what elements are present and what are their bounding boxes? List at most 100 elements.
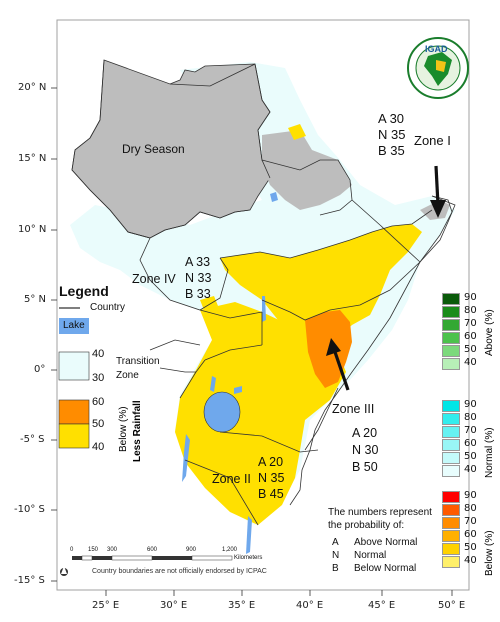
colorbar-above-cell bbox=[442, 332, 460, 344]
colorbar-below-value: 50 bbox=[464, 542, 477, 553]
zone-i-below: B 35 bbox=[378, 143, 405, 158]
dry-season-region-east bbox=[262, 130, 352, 210]
colorbar-normal-cell bbox=[442, 465, 460, 477]
footer-note: Country boundaries are not officially en… bbox=[92, 568, 267, 575]
colorbar-below-value: 40 bbox=[464, 555, 477, 566]
lat-tick-label: 20° N bbox=[18, 82, 47, 93]
scale-tick: 300 bbox=[107, 547, 118, 553]
zone-iii-label: Zone III bbox=[332, 402, 375, 416]
zone-iii-below: B 50 bbox=[352, 460, 378, 474]
lon-tick-label: 35° E bbox=[228, 600, 256, 611]
zone-iv-probabilities: A 33 N 33 B 33 bbox=[185, 254, 211, 302]
probability-key-label: Above Normal bbox=[354, 537, 418, 548]
colorbar-below-cell bbox=[442, 517, 460, 529]
lat-tick-label: -10° S bbox=[14, 504, 45, 515]
colorbar-normal-cell bbox=[442, 400, 460, 412]
lake-tana bbox=[270, 192, 278, 202]
colorbar-below-cell bbox=[442, 530, 460, 542]
igad-logo bbox=[407, 37, 469, 99]
probability-note-line-2: the probability of: bbox=[328, 520, 405, 531]
colorbar-below-cell bbox=[442, 556, 460, 568]
colorbar-below-value: 80 bbox=[464, 503, 477, 514]
zone-iii-normal: N 30 bbox=[352, 443, 379, 457]
below-40-region-south bbox=[175, 302, 346, 525]
zone-i-probabilities: A 30 N 35 B 35 bbox=[378, 111, 405, 159]
lake-kyoga bbox=[234, 386, 242, 394]
colorbar-below-cell bbox=[442, 543, 460, 555]
lake-turkana bbox=[262, 296, 266, 322]
legend-below-40-swatch bbox=[58, 423, 90, 449]
zone-iv-normal: N 33 bbox=[185, 271, 212, 285]
legend-below-label-2: Less Rainfall bbox=[132, 400, 143, 462]
zone-iii-probabilities: A 20 N 30 B 50 bbox=[352, 425, 378, 476]
zone-ii-above: A 20 bbox=[258, 455, 284, 469]
zone-iii-arrow bbox=[326, 338, 350, 391]
legend-below-value-60: 60 bbox=[92, 396, 105, 408]
colorbar-above-cell bbox=[442, 345, 460, 357]
lat-tick-label: -15° S bbox=[14, 575, 45, 586]
legend-below-value-50: 50 bbox=[92, 418, 105, 430]
colorbar-below-value: 70 bbox=[464, 516, 477, 527]
colorbar-normal-cell bbox=[442, 413, 460, 425]
lon-tick-label: 45° E bbox=[368, 600, 396, 611]
zone-ii-normal: N 35 bbox=[258, 471, 285, 485]
colorbar-normal-cell bbox=[442, 426, 460, 438]
probability-key-item: A Above Normal bbox=[332, 536, 417, 549]
colorbar-normal-cell bbox=[442, 439, 460, 451]
colorbar-normal-value: 90 bbox=[464, 399, 477, 410]
colorbar-below-title: Below (%) bbox=[484, 530, 495, 576]
colorbar-above-cell bbox=[442, 306, 460, 318]
zone-ii-below: B 45 bbox=[258, 487, 284, 501]
zone-iii-above: A 20 bbox=[352, 426, 378, 440]
lake-victoria bbox=[203, 391, 241, 433]
probability-key: N bbox=[332, 550, 340, 561]
scale-tick: 150 bbox=[88, 547, 99, 553]
scale-tick: 900 bbox=[186, 547, 197, 553]
lon-tick-label: 25° E bbox=[92, 600, 120, 611]
probability-key-list: A Above Normal N Normal B Below Normal bbox=[332, 536, 417, 575]
zone-i-arrow bbox=[430, 165, 446, 218]
legend-transition-value-low: 30 bbox=[92, 372, 105, 384]
colorbar-above-value: 50 bbox=[464, 344, 477, 355]
lat-tick-label: 15° N bbox=[18, 153, 47, 164]
legend-below-value-40: 40 bbox=[92, 441, 105, 453]
scale-tick: 600 bbox=[147, 547, 158, 553]
legend-country-label: Country bbox=[90, 302, 126, 313]
lat-tick-label: -5° S bbox=[20, 434, 45, 445]
lake-malawi bbox=[246, 516, 252, 554]
colorbar-normal-cell bbox=[442, 452, 460, 464]
legend-lake-label: Lake bbox=[63, 320, 85, 331]
scale-tick: 1,200 bbox=[222, 547, 238, 553]
colorbar-normal-value: 80 bbox=[464, 412, 477, 423]
colorbar-above-title: Above (%) bbox=[484, 309, 495, 356]
below-40-patch bbox=[288, 124, 306, 140]
zone-i-normal: N 35 bbox=[378, 127, 406, 142]
coastline bbox=[289, 195, 456, 506]
lon-tick-label: 30° E bbox=[160, 600, 188, 611]
colorbar-above-cell bbox=[442, 358, 460, 370]
zone-i-label: Zone I bbox=[414, 133, 451, 148]
probability-note-line-1: The numbers represent bbox=[328, 507, 432, 518]
lake-tanganyika bbox=[182, 434, 190, 482]
igad-logo-text: IGAD bbox=[425, 44, 448, 54]
colorbar-above-value: 70 bbox=[464, 318, 477, 329]
dry-season-label: Dry Season bbox=[122, 142, 185, 156]
colorbar-below-value: 90 bbox=[464, 490, 477, 501]
legend-below-label-1: Below (%) bbox=[118, 406, 129, 452]
legend-title: Legend bbox=[59, 283, 109, 299]
zone-ii-probabilities: A 20 N 35 B 45 bbox=[258, 454, 284, 502]
lake-albert bbox=[210, 376, 216, 392]
probability-key: A bbox=[332, 537, 339, 548]
probability-key-item: B Below Normal bbox=[332, 562, 417, 575]
colorbar-normal-title: Normal (%) bbox=[484, 427, 495, 478]
colorbar-above-value: 40 bbox=[464, 357, 477, 368]
colorbar-normal-value: 60 bbox=[464, 438, 477, 449]
zone-iv-label: Zone IV bbox=[132, 272, 176, 286]
colorbar-below-cell bbox=[442, 491, 460, 503]
below-40-patch bbox=[200, 296, 218, 310]
lat-tick-label: 0° bbox=[34, 364, 46, 375]
zone-i-above: A 30 bbox=[378, 111, 405, 126]
lat-tick-label: 5° N bbox=[24, 294, 47, 305]
colorbar-above-value: 90 bbox=[464, 292, 477, 303]
